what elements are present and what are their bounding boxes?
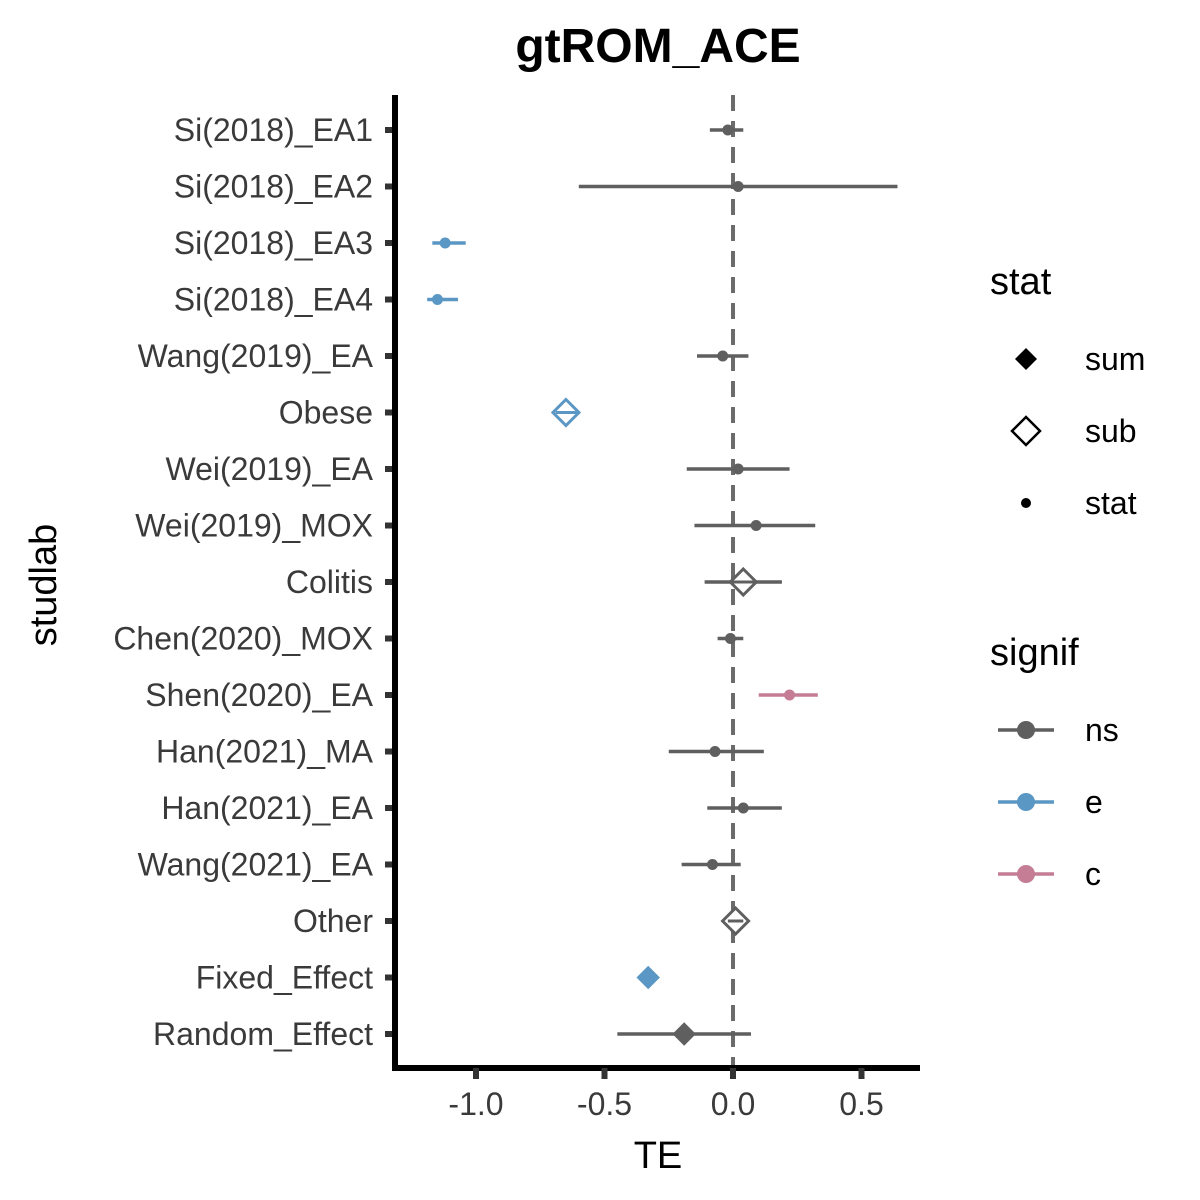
- y-tick-label: Fixed_Effect: [196, 960, 373, 996]
- legend-sub-diamond-icon: [1010, 415, 1042, 447]
- x-tick-label: -0.5: [577, 1086, 632, 1122]
- y-tick-label: Wei(2019)_MOX: [135, 508, 373, 544]
- point-estimate: [784, 689, 796, 701]
- y-tick-label: Obese: [279, 395, 373, 431]
- legend-signif-label: c: [1085, 856, 1101, 892]
- point-estimate: [732, 181, 744, 192]
- legend-sum-diamond-icon: [1015, 348, 1037, 370]
- forest-row: [720, 905, 751, 937]
- forest-row: [617, 1022, 751, 1046]
- forest-row: [717, 633, 744, 644]
- summary-diamond: [636, 965, 660, 990]
- forest-row: [758, 689, 818, 701]
- y-tick-label: Si(2018)_EA2: [174, 169, 373, 205]
- legend-signif-label: e: [1085, 784, 1103, 820]
- x-tick-label: 0.5: [839, 1086, 883, 1122]
- point-estimate: [722, 124, 734, 136]
- legend-signif-dot-icon: [1017, 721, 1035, 739]
- forest-row: [704, 566, 782, 598]
- y-tick-label: Wang(2019)_EA: [138, 338, 374, 374]
- legend: stat sum sub stat signif ns ec: [990, 261, 1145, 892]
- forest-row: [709, 124, 744, 136]
- point-estimate: [732, 463, 744, 475]
- y-axis-title: studlab: [23, 524, 65, 647]
- point-estimate: [750, 520, 762, 531]
- y-tick-label: Colitis: [286, 564, 373, 600]
- point-estimate: [709, 746, 721, 757]
- legend-signif-label: ns: [1085, 712, 1119, 748]
- y-tick-label: Other: [293, 903, 373, 939]
- forest-row: [550, 397, 582, 428]
- y-tick-label: Si(2018)_EA3: [174, 225, 373, 261]
- axes: Si(2018)_EA1 Si(2018)_EA2 Si(2018)_EA3 Si(2…: [113, 95, 920, 1122]
- legend-stat-label: stat: [1085, 485, 1137, 521]
- point-estimate: [439, 237, 451, 249]
- chart-title: gtROM_ACE: [515, 20, 800, 73]
- y-tick-label: Si(2018)_EA1: [174, 112, 373, 148]
- forest-row: [694, 520, 816, 531]
- forest-row: [636, 965, 660, 990]
- point-estimate: [717, 350, 729, 362]
- summary-diamond: [672, 1022, 696, 1046]
- forest-row: [668, 746, 764, 757]
- legend-signif-dot-icon: [1017, 865, 1035, 883]
- forest-row: [427, 294, 459, 305]
- y-tick-label: Random_Effect: [153, 1016, 373, 1052]
- legend-stat-label: sum: [1085, 341, 1145, 377]
- x-axis-title: TE: [634, 1135, 683, 1177]
- legend-stat-title: stat: [990, 261, 1052, 303]
- y-tick-label: Chen(2020)_MOX: [113, 621, 373, 657]
- forest-row: [578, 181, 898, 192]
- point-estimate: [737, 802, 749, 814]
- x-tick-label: -1.0: [448, 1086, 503, 1122]
- point-estimate: [724, 633, 736, 644]
- y-tick-label: Han(2021)_MA: [156, 734, 374, 770]
- forest-row: [686, 463, 790, 475]
- y-tick-label: Wei(2019)_EA: [165, 451, 373, 487]
- forest-row: [707, 802, 782, 814]
- forest-row: [697, 350, 749, 362]
- plot-area: [427, 95, 898, 1066]
- point-estimate: [431, 294, 443, 305]
- forest-row: [681, 859, 741, 870]
- x-tick-label: 0.0: [711, 1086, 755, 1122]
- y-tick-label: Shen(2020)_EA: [145, 677, 373, 713]
- legend-signif-title: signif: [990, 632, 1079, 674]
- forest-row: [432, 237, 466, 249]
- y-tick-label: Wang(2021)_EA: [138, 847, 374, 883]
- legend-stat-dot-icon: [1021, 498, 1031, 508]
- legend-signif-dot-icon: [1017, 793, 1035, 811]
- y-tick-label: Han(2021)_EA: [161, 790, 373, 826]
- legend-stat-label: sub: [1085, 413, 1137, 449]
- y-tick-label: Si(2018)_EA4: [174, 282, 373, 318]
- point-estimate: [706, 859, 718, 870]
